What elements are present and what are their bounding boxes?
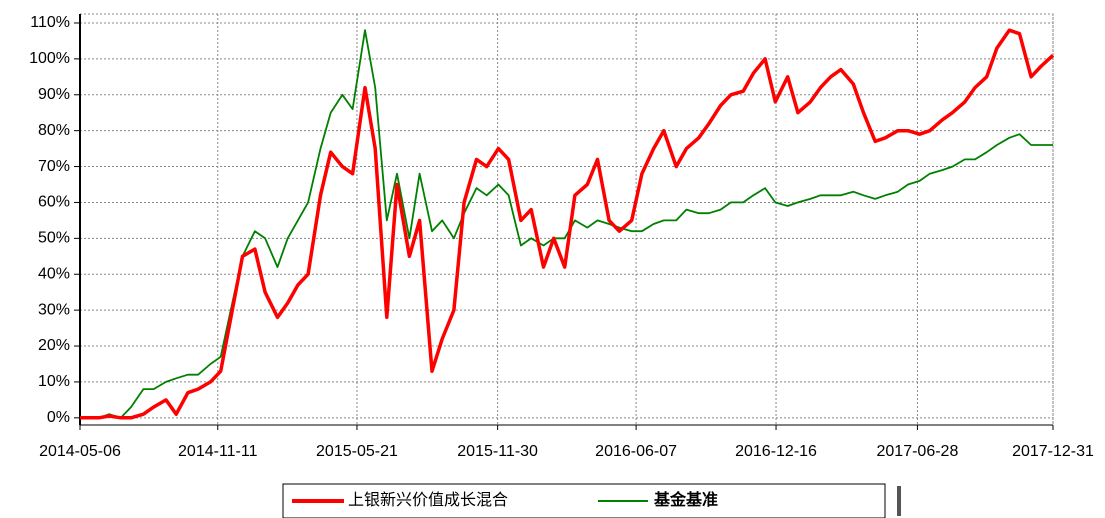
y-tick-label: 20% [38,337,70,354]
x-tick-label: 2016-06-07 [595,443,677,460]
series-line [80,28,1055,420]
y-tick-label: 0% [47,409,70,426]
y-tick-label: 40% [38,265,70,282]
x-tick-label: 2017-06-28 [877,443,959,460]
x-tick-label: 2015-11-30 [457,443,538,460]
x-tick-label: 2014-11-11 [178,443,258,460]
y-tick-label: 100% [29,50,70,67]
legend-label: 上银新兴价值成长混合 [348,491,508,509]
y-tick-label: 10% [38,373,70,390]
x-tick-label: 2014-05-06 [39,443,121,460]
x-tick-label: 2015-05-21 [316,443,398,460]
plot-area [79,13,1054,426]
legend-label: 基金基准 [653,490,718,509]
y-tick-label: 50% [38,230,70,247]
x-tick-label: 2016-12-16 [735,443,817,460]
y-tick-label: 90% [38,86,70,103]
y-tick-label: 60% [38,194,70,211]
legend-box [282,483,886,518]
y-tick-label: 30% [38,301,70,318]
legend-edge [897,486,901,516]
y-tick-label: 70% [38,158,70,175]
x-tick-label: 2017-12-31 [1012,443,1094,460]
y-tick-label: 110% [30,14,70,31]
y-tick-label: 80% [38,122,70,139]
